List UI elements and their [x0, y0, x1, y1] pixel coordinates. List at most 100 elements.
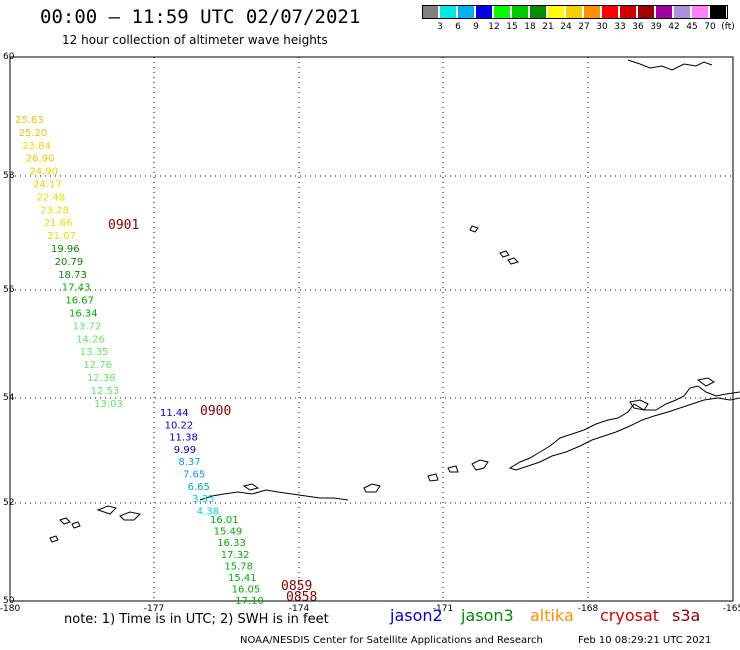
wave-height-value: 18.73: [58, 270, 87, 281]
colorbar-label: 70: [704, 22, 716, 32]
colorbar-label: 30: [596, 22, 608, 32]
pass-time-label: 0900: [200, 404, 231, 419]
wave-height-value: 6.65: [188, 482, 210, 493]
colorbar-swatch: [530, 5, 546, 19]
colorbar-swatch: [674, 5, 690, 19]
wave-height-value: 4.38: [197, 506, 219, 517]
colorbar-swatch: [512, 5, 528, 19]
longitude-label: -168: [578, 604, 599, 614]
map-grid: [9, 56, 734, 602]
wave-height-value: 8.37: [178, 457, 200, 468]
longitude-label: -165: [723, 604, 740, 614]
coastline-island: [499, 250, 510, 258]
wave-height-value: 11.38: [169, 433, 198, 444]
wave-height-value: 21.66: [44, 218, 73, 229]
wave-height-value: 22.48: [37, 192, 66, 203]
longitude-label: -174: [289, 604, 310, 614]
wave-height-value: 24.90: [29, 167, 58, 178]
latitude-label: 60: [3, 52, 15, 62]
coastline: [49, 59, 740, 543]
colorbar-label: 15: [506, 22, 518, 32]
wave-height-value: 17.32: [221, 550, 250, 561]
colorbar-label: 6: [455, 22, 461, 32]
pass-time-label: 0859: [281, 579, 312, 594]
wave-height-value: 16.01: [210, 515, 239, 526]
latitude-label: 56: [3, 285, 15, 295]
wave-height-value: 13.72: [73, 321, 102, 332]
coastline-island: [71, 521, 81, 529]
wave-height-value: 12.76: [83, 360, 112, 371]
map-title: 00:00 – 11:59 UTC 02/07/2021: [40, 6, 361, 28]
wave-height-value: 3.35: [192, 494, 214, 505]
coastline-mainland-north: [627, 59, 713, 71]
colorbar-swatch: [638, 5, 654, 19]
colorbar-label: 21: [542, 22, 554, 32]
colorbar-swatch: [458, 5, 474, 19]
satellite-legend-altika: altika: [530, 606, 574, 625]
colorbar-swatch: [602, 5, 618, 19]
wave-height-value: 26.90: [26, 154, 55, 165]
colorbar-swatch: [584, 5, 600, 19]
coastline-island: [242, 483, 260, 491]
wave-height-value: 10.22: [165, 420, 194, 431]
colorbar-label: 12: [488, 22, 500, 32]
coastline-island: [507, 257, 519, 265]
coastline-alaska-peninsula: [508, 385, 740, 471]
wave-height-value: 17.10: [235, 596, 264, 607]
wave-height-value: 11.44: [160, 408, 189, 419]
latitude-label: 58: [3, 171, 15, 181]
wave-height-value: 17.43: [62, 283, 91, 294]
wave-height-value: 21.07: [47, 231, 76, 242]
colorbar-swatch: [476, 5, 492, 19]
coastline-island: [447, 465, 459, 473]
coastline-island: [49, 535, 59, 543]
wave-height-value: 9.99: [174, 445, 196, 456]
coastline-island: [629, 399, 649, 411]
coastline-island: [59, 517, 71, 525]
colorbar-swatch: [440, 5, 456, 19]
footnote: note: 1) Time is in UTC; 2) SWH is in fe…: [64, 612, 329, 627]
satellite-legend-cryosat: cryosat: [600, 606, 660, 625]
colorbar-swatch: [548, 5, 564, 19]
colorbar-swatch: [566, 5, 582, 19]
pass-time-label: 0858: [286, 590, 317, 605]
satellite-legend-jason2: jason2: [390, 606, 443, 625]
wave-height-value: 23.84: [22, 141, 51, 152]
satellite-legend-s3a: s3a: [672, 606, 701, 625]
wave-height-value: 12.38: [87, 373, 116, 384]
coastline-island: [696, 377, 715, 387]
wave-height-value: 13.35: [80, 347, 109, 358]
colorbar-label: 27: [578, 22, 590, 32]
wave-height-value: 25.63: [15, 115, 44, 126]
satellite-legend-jason3: jason3: [461, 606, 514, 625]
wave-height-value: 15.49: [214, 527, 243, 538]
longitude-label: -171: [433, 604, 453, 614]
colorbar-swatch: [710, 5, 726, 19]
coastline-aleutian-islands: [199, 489, 349, 501]
latitude-label: 54: [3, 393, 15, 403]
colorbar-label: 18: [524, 22, 536, 32]
map-frame: [9, 56, 734, 602]
colorbar-label: 24: [560, 22, 572, 32]
wave-height-value: 25.20: [19, 128, 48, 139]
coastline-island: [119, 511, 142, 521]
wave-height-value: 7.65: [183, 470, 205, 481]
wave-height-value: 20.79: [55, 257, 84, 268]
colorbar-label: (ft): [721, 22, 735, 32]
longitude-label: -177: [144, 604, 164, 614]
credit-text: NOAA/NESDIS Center for Satellite Applica…: [240, 635, 543, 646]
longitude-label: -180: [0, 604, 20, 614]
colorbar-label: 33: [614, 22, 626, 32]
colorbar-label: 45: [686, 22, 698, 32]
colorbar-swatch: [656, 5, 672, 19]
wave-height-value: 23.28: [40, 205, 69, 216]
wave-height-value: 19.96: [51, 244, 80, 255]
map-subtitle: 12 hour collection of altimeter wave hei…: [62, 33, 328, 47]
wave-height-value: 13.03: [94, 399, 123, 410]
wave-height-value: 16.67: [65, 296, 94, 307]
wave-height-value: 14.26: [76, 334, 105, 345]
colorbar-label: 9: [473, 22, 479, 32]
coastline-island: [469, 225, 479, 233]
latitude-label: 52: [3, 498, 14, 508]
